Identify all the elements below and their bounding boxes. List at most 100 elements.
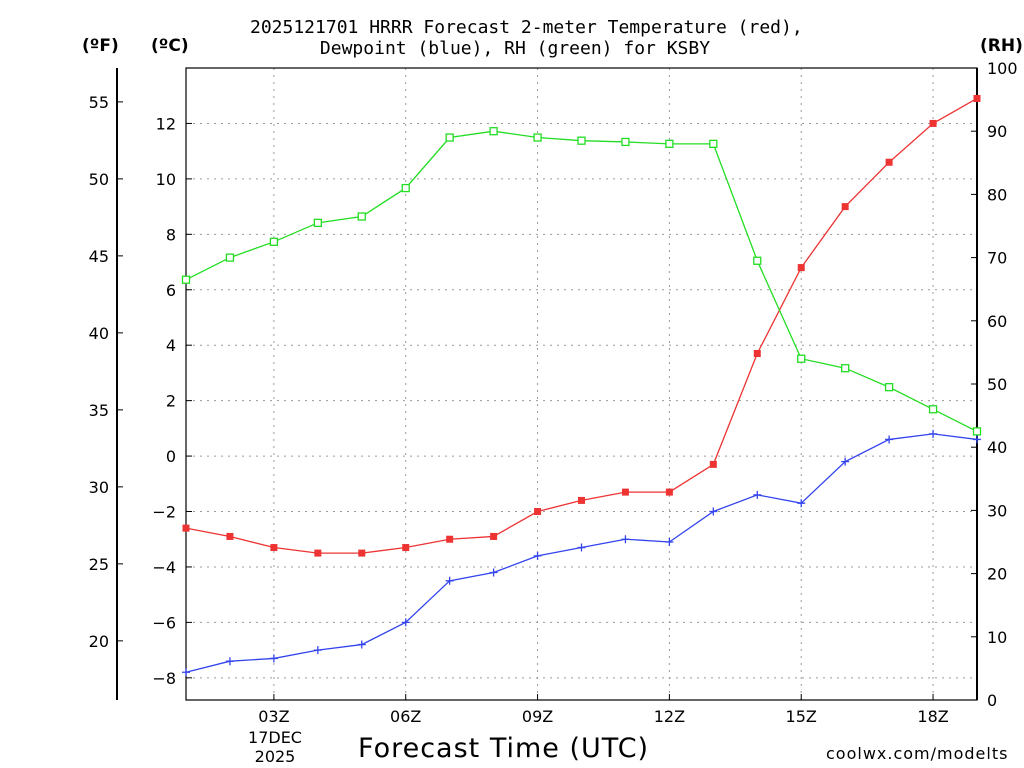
rh-tick-label: 50 bbox=[987, 375, 1007, 394]
grid-lines bbox=[186, 68, 977, 700]
dewpoint-point bbox=[269, 654, 278, 663]
celsius-tick-label: 12 bbox=[156, 114, 176, 133]
dewpoint-point bbox=[621, 535, 630, 544]
fahrenheit-tick-label: 30 bbox=[89, 478, 109, 497]
rh-tick-label: 80 bbox=[987, 185, 1007, 204]
temperature-point bbox=[885, 158, 893, 166]
temperature-point bbox=[534, 508, 542, 516]
temperature-point bbox=[270, 544, 278, 552]
dewpoint-point bbox=[182, 668, 190, 677]
chart-title-line-1: 2025121701 HRRR Forecast 2-meter Tempera… bbox=[250, 17, 803, 38]
date-label: 17DEC 2025 bbox=[230, 728, 320, 766]
rh-unit-label: (RH) bbox=[980, 36, 1023, 56]
axes: −8 −6 −4 −2 0 2 4 6 8 10 12 20 25 30 35 40 45 50 55 0 10 20 30… bbox=[89, 59, 1018, 726]
dewpoint-point bbox=[357, 640, 366, 649]
celsius-tick-label: 6 bbox=[166, 281, 176, 300]
x-tick-label: 12Z bbox=[654, 707, 685, 726]
series-group bbox=[181, 94, 982, 677]
rh-tick-label: 90 bbox=[987, 122, 1007, 141]
rh-point bbox=[709, 139, 718, 148]
temperature-point bbox=[841, 203, 849, 211]
dewpoint-point bbox=[885, 435, 894, 444]
rh-tick-label: 0 bbox=[987, 691, 997, 710]
dewpoint-point bbox=[533, 551, 542, 560]
temperature-point bbox=[314, 549, 322, 557]
celsius-tick-label: 0 bbox=[166, 447, 176, 466]
dewpoint-point bbox=[225, 657, 234, 666]
temperature-point bbox=[797, 264, 805, 272]
rh-point bbox=[884, 383, 894, 392]
temperature-point bbox=[621, 488, 629, 496]
temperature-point bbox=[182, 524, 190, 532]
date-year: 2025 bbox=[254, 747, 296, 766]
dewpoint-series-line bbox=[185, 433, 978, 673]
rh-point bbox=[841, 364, 850, 373]
celsius-tick-label: 2 bbox=[166, 392, 176, 411]
rh-point bbox=[753, 256, 762, 265]
x-tick-label: 15Z bbox=[786, 707, 817, 726]
x-axis-title: Forecast Time (UTC) bbox=[358, 733, 650, 764]
rh-tick-label: 20 bbox=[987, 565, 1007, 584]
rh-tick-label: 60 bbox=[987, 312, 1007, 331]
rh-tick-label: 100 bbox=[987, 59, 1018, 78]
dewpoint-point bbox=[709, 507, 718, 516]
dewpoint-point bbox=[841, 457, 850, 466]
dewpoint-point bbox=[313, 646, 322, 655]
rh-tick-label: 10 bbox=[987, 628, 1007, 647]
rh-point bbox=[533, 133, 542, 142]
temperature-point bbox=[358, 549, 366, 557]
rh-point bbox=[181, 275, 191, 284]
celsius-tick-label: −4 bbox=[152, 558, 176, 577]
temperature-point bbox=[709, 460, 717, 468]
fahrenheit-tick-label: 50 bbox=[89, 170, 109, 189]
temperature-point bbox=[578, 496, 585, 504]
dewpoint-point bbox=[797, 499, 806, 508]
celsius-tick-label: 8 bbox=[166, 225, 176, 244]
fahrenheit-unit-label: (ºF) bbox=[82, 36, 119, 56]
temperature-point bbox=[402, 544, 410, 552]
fahrenheit-tick-label: 55 bbox=[89, 93, 109, 112]
x-tick-label: 03Z bbox=[258, 707, 289, 726]
temperature-series-line bbox=[185, 97, 978, 554]
dewpoint-point bbox=[665, 538, 674, 546]
dewpoint-point bbox=[577, 543, 586, 552]
rh-point bbox=[313, 218, 322, 227]
rh-point bbox=[489, 127, 498, 136]
x-tick-label: 18Z bbox=[917, 707, 948, 726]
rh-point bbox=[797, 354, 806, 363]
rh-point bbox=[972, 427, 982, 436]
dewpoint-point bbox=[489, 568, 498, 577]
date-day-month: 17DEC bbox=[248, 728, 302, 747]
temperature-point bbox=[973, 94, 981, 102]
celsius-unit-label: (ºC) bbox=[151, 36, 189, 56]
x-tick-label: 09Z bbox=[522, 707, 553, 726]
dewpoint-point bbox=[401, 618, 410, 627]
rh-point bbox=[225, 253, 235, 262]
fahrenheit-tick-label: 40 bbox=[89, 324, 109, 343]
temperature-point bbox=[665, 488, 673, 496]
celsius-tick-label: 10 bbox=[156, 170, 176, 189]
temperature-point bbox=[490, 532, 498, 540]
temperature-point bbox=[929, 119, 937, 127]
dewpoint-point bbox=[753, 490, 762, 499]
rh-point bbox=[269, 237, 279, 246]
rh-point bbox=[445, 133, 454, 142]
fahrenheit-tick-label: 45 bbox=[89, 247, 109, 266]
dewpoint-point bbox=[973, 435, 981, 444]
dewpoint-point bbox=[445, 576, 454, 585]
rh-point bbox=[577, 136, 586, 145]
plot-frame bbox=[185, 67, 978, 701]
x-tick-label: 06Z bbox=[390, 707, 421, 726]
chart-title-line-2: Dewpoint (blue), RH (green) for KSBY bbox=[319, 38, 711, 59]
chart-title: 2025121701 HRRR Forecast 2-meter Tempera… bbox=[250, 17, 803, 59]
temperature-point bbox=[226, 532, 234, 540]
rh-point bbox=[621, 137, 630, 147]
rh-point bbox=[928, 405, 938, 414]
rh-tick-label: 30 bbox=[987, 501, 1007, 520]
fahrenheit-tick-label: 20 bbox=[89, 632, 109, 651]
celsius-tick-label: −8 bbox=[152, 669, 176, 688]
temperature-point bbox=[446, 535, 454, 543]
celsius-tick-label: −6 bbox=[152, 613, 176, 632]
celsius-tick-label: −2 bbox=[152, 503, 176, 522]
